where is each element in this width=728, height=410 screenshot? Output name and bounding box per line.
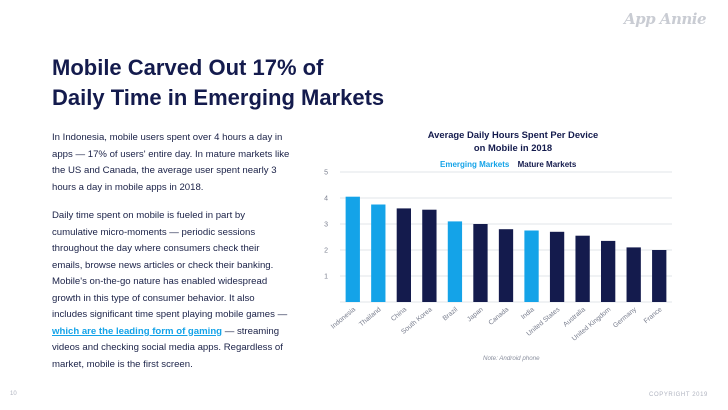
legend-mature-markets: Mature Markets bbox=[517, 160, 577, 169]
paragraph-2: Daily time spent on mobile is fueled in … bbox=[52, 208, 290, 373]
page-title: Mobile Carved Out 17% of Daily Time in E… bbox=[52, 53, 472, 113]
bar bbox=[422, 209, 437, 302]
bar bbox=[626, 247, 641, 302]
x-tick-label: China bbox=[390, 306, 408, 323]
bar bbox=[524, 230, 539, 302]
x-tick-label: Germany bbox=[612, 306, 638, 330]
x-tick-label: Australia bbox=[562, 306, 587, 329]
title-line-2: Daily Time in Emerging Markets bbox=[52, 85, 385, 110]
title-line-1: Mobile Carved Out 17% of bbox=[52, 55, 324, 80]
x-tick-label: Indonesia bbox=[330, 306, 357, 330]
bar bbox=[575, 235, 590, 302]
chart-title-line-1: Average Daily Hours Spent Per Device bbox=[427, 129, 599, 140]
x-tick-label: Thailand bbox=[358, 306, 383, 328]
bar bbox=[447, 221, 463, 302]
x-tick-label: India bbox=[520, 306, 536, 321]
paragraph-1: In Indonesia, mobile users spent over 4 … bbox=[52, 132, 290, 193]
chart-legend: Emerging Markets Mature Markets bbox=[440, 160, 582, 169]
app-annie-logo: App Annie bbox=[623, 10, 707, 28]
bar bbox=[371, 204, 386, 302]
bar bbox=[345, 196, 360, 302]
copyright: COPYRIGHT 2019 bbox=[649, 392, 708, 398]
bar bbox=[396, 208, 411, 302]
bar bbox=[473, 224, 488, 302]
bar bbox=[498, 229, 514, 302]
bar bbox=[549, 231, 565, 302]
y-tick-label: 1 bbox=[324, 274, 328, 281]
y-tick-label: 5 bbox=[324, 170, 328, 177]
body-text: In Indonesia, mobile users spent over 4 … bbox=[52, 130, 290, 385]
y-tick-label: 2 bbox=[324, 248, 328, 255]
x-tick-label: Canada bbox=[488, 306, 511, 327]
chart-title: Average Daily Hours Spent Per Device on … bbox=[388, 128, 638, 154]
x-tick-label: Japan bbox=[466, 306, 485, 323]
paragraph-2-start: Daily time spent on mobile is fueled in … bbox=[52, 210, 288, 320]
paragraph-2-end: — streaming videos and checking social m… bbox=[52, 325, 283, 370]
y-tick-label: 4 bbox=[324, 196, 328, 203]
x-tick-label: France bbox=[643, 306, 664, 325]
page-number: 10 bbox=[10, 391, 17, 397]
bar bbox=[652, 250, 667, 302]
bar bbox=[601, 240, 616, 302]
x-tick-label: Brazil bbox=[442, 306, 460, 323]
y-tick-label: 3 bbox=[324, 222, 328, 229]
legend-emerging-markets: Emerging Markets bbox=[440, 160, 510, 169]
gaming-link[interactable]: which are the leading form of gaming bbox=[52, 325, 223, 337]
chart-note: Note: Android phone bbox=[483, 355, 540, 362]
chart-title-line-2: on Mobile in 2018 bbox=[473, 142, 553, 153]
